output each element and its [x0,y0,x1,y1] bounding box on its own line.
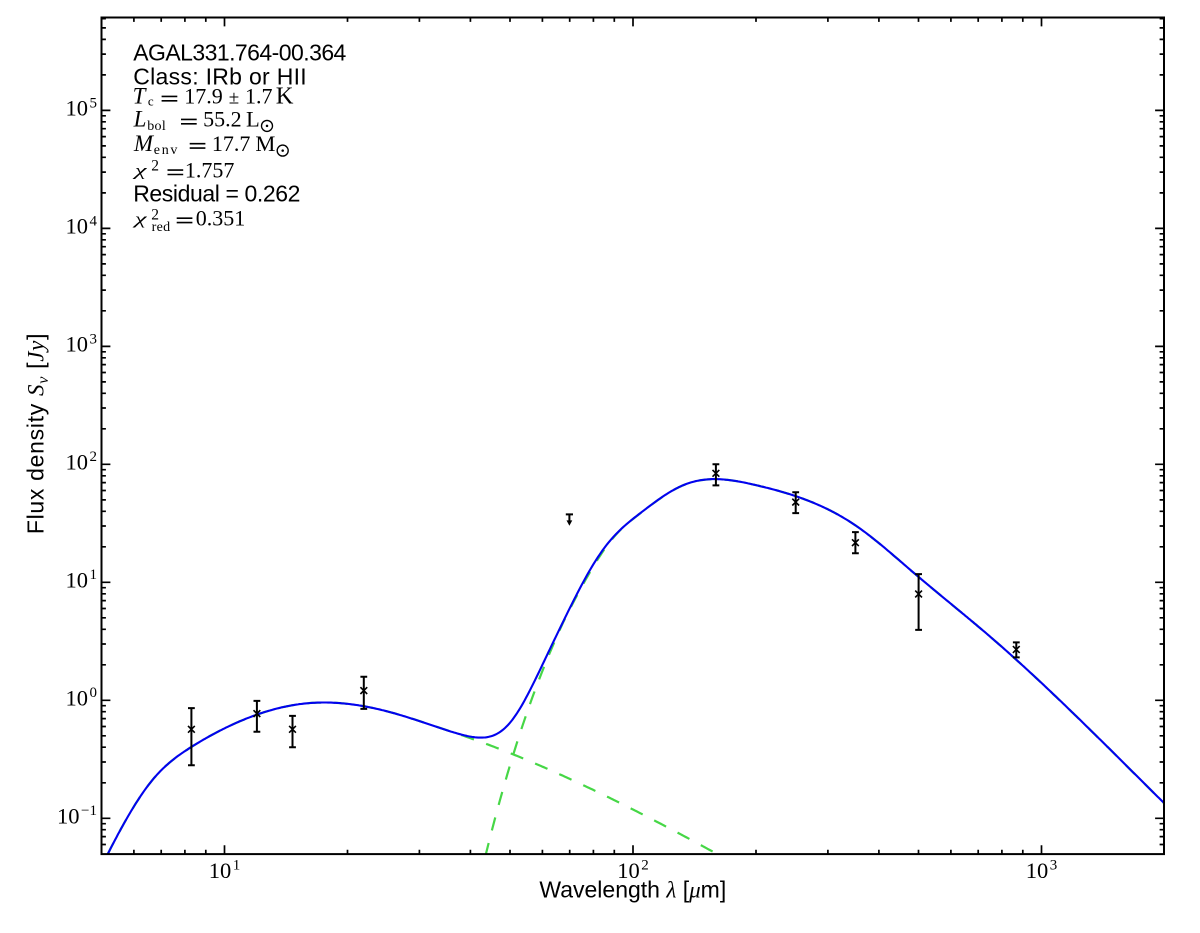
svg-text:21.757: 2 1.757 [151,157,234,182]
svg-text:10−1: 10 −1 [57,803,97,828]
svg-text:AGAL331.764-00.364: AGAL331.764-00.364 [133,40,346,66]
svg-text:Flux density Sν [Jy]: Flux density Sν [Jy] [23,333,53,534]
svg-text:Wavelength λ [μm]: Wavelength λ [μm] [539,877,726,903]
svg-text:χ: χ [132,209,148,227]
svg-text:χ: χ [132,161,148,179]
svg-text:Class: IRb or HII: Class: IRb or HII [133,63,307,89]
svg-text:Residual = 0.262: Residual = 0.262 [133,180,300,206]
